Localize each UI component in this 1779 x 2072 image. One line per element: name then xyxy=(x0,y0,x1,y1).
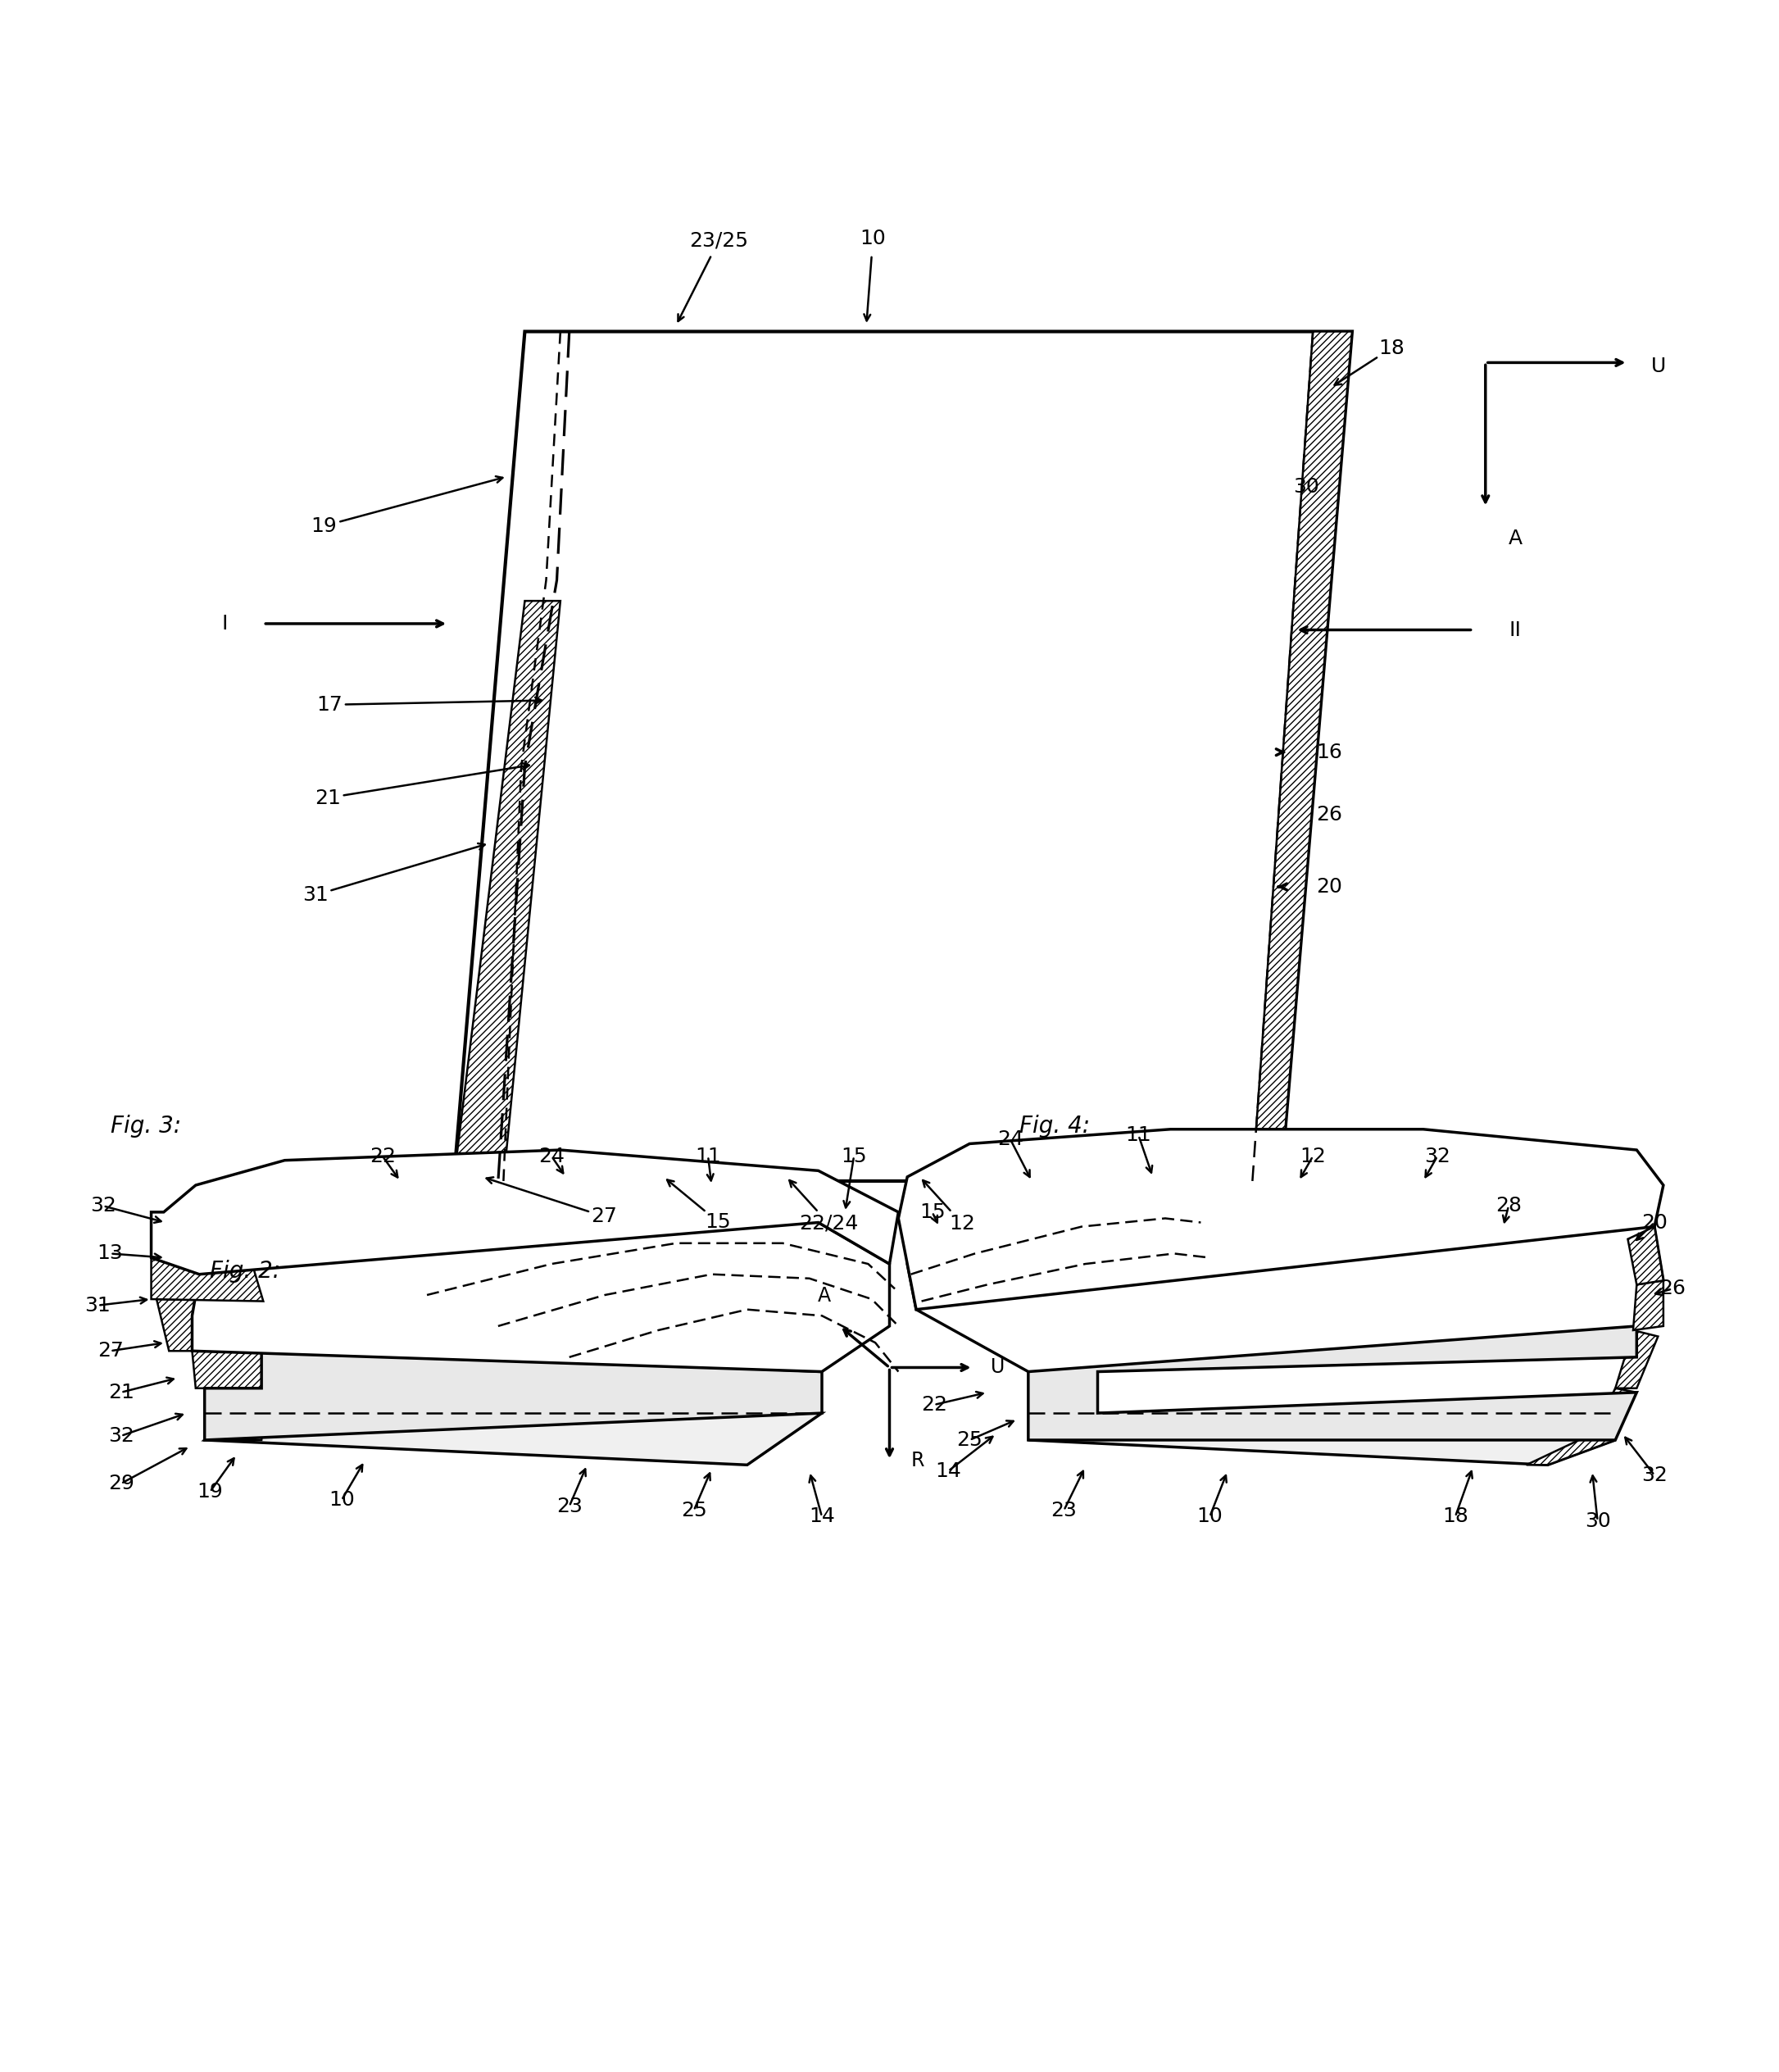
Text: 11: 11 xyxy=(1126,1125,1151,1146)
Text: 15: 15 xyxy=(704,1212,731,1231)
Text: 26: 26 xyxy=(1660,1278,1685,1299)
Text: 12: 12 xyxy=(948,1214,975,1233)
Polygon shape xyxy=(898,1129,1663,1310)
Polygon shape xyxy=(205,1347,822,1440)
Polygon shape xyxy=(1526,1434,1615,1465)
Polygon shape xyxy=(1028,1413,1615,1465)
Polygon shape xyxy=(151,1212,263,1301)
Polygon shape xyxy=(907,1171,1663,1372)
Polygon shape xyxy=(1028,1326,1637,1440)
Text: 29: 29 xyxy=(109,1473,133,1494)
Text: 32: 32 xyxy=(109,1426,133,1446)
Text: 25: 25 xyxy=(957,1430,982,1450)
Text: 21: 21 xyxy=(109,1382,133,1403)
Polygon shape xyxy=(1592,1388,1637,1434)
Text: I: I xyxy=(222,613,228,634)
Text: 18: 18 xyxy=(1379,338,1404,358)
Text: R: R xyxy=(911,1450,925,1471)
Polygon shape xyxy=(1615,1330,1658,1388)
Polygon shape xyxy=(192,1351,267,1388)
Polygon shape xyxy=(454,332,1352,1181)
Text: A: A xyxy=(818,1287,831,1305)
Text: 20: 20 xyxy=(1642,1212,1667,1233)
Text: 12: 12 xyxy=(1300,1146,1325,1167)
Text: 17: 17 xyxy=(317,694,342,715)
Text: 10: 10 xyxy=(859,228,886,249)
Polygon shape xyxy=(151,1150,898,1274)
Text: 32: 32 xyxy=(1642,1465,1667,1486)
Text: Fig. 3:: Fig. 3: xyxy=(110,1115,181,1138)
Text: 16: 16 xyxy=(1316,742,1343,762)
Text: 19: 19 xyxy=(197,1481,222,1502)
Text: A: A xyxy=(1509,528,1523,547)
Text: 31: 31 xyxy=(85,1295,110,1316)
Text: 22: 22 xyxy=(922,1394,946,1415)
Text: 27: 27 xyxy=(591,1206,617,1227)
Polygon shape xyxy=(454,601,560,1181)
Text: 23: 23 xyxy=(1051,1500,1076,1521)
Text: 32: 32 xyxy=(91,1196,116,1216)
Text: 23: 23 xyxy=(557,1496,582,1517)
Text: 22/24: 22/24 xyxy=(799,1214,857,1233)
Text: 11: 11 xyxy=(696,1146,720,1167)
Text: 15: 15 xyxy=(841,1146,866,1167)
Text: Fig. 2:: Fig. 2: xyxy=(210,1260,281,1283)
Polygon shape xyxy=(1252,332,1352,1181)
Text: 31: 31 xyxy=(302,885,329,905)
Polygon shape xyxy=(157,1299,263,1351)
Text: 14: 14 xyxy=(809,1506,834,1527)
Text: 18: 18 xyxy=(1443,1506,1468,1527)
Text: 20: 20 xyxy=(1316,876,1343,897)
Polygon shape xyxy=(192,1202,890,1372)
Text: 22: 22 xyxy=(370,1146,395,1167)
Text: Fig. 4:: Fig. 4: xyxy=(1019,1115,1091,1138)
Text: U: U xyxy=(991,1357,1005,1378)
Text: 14: 14 xyxy=(936,1461,961,1481)
Text: 21: 21 xyxy=(315,787,340,808)
Polygon shape xyxy=(205,1388,822,1465)
Text: 30: 30 xyxy=(1585,1510,1610,1531)
Text: 32: 32 xyxy=(1425,1146,1450,1167)
Text: 23/25: 23/25 xyxy=(688,230,749,251)
Polygon shape xyxy=(1628,1227,1663,1285)
Text: II: II xyxy=(1509,620,1521,640)
Text: 10: 10 xyxy=(1197,1506,1222,1527)
Text: 24: 24 xyxy=(998,1129,1023,1150)
Text: 25: 25 xyxy=(681,1500,706,1521)
Text: 24: 24 xyxy=(539,1146,564,1167)
Text: 13: 13 xyxy=(98,1243,123,1264)
Text: 10: 10 xyxy=(329,1490,354,1510)
Text: U: U xyxy=(1651,356,1665,377)
Text: 27: 27 xyxy=(98,1341,123,1361)
Text: 30: 30 xyxy=(1293,477,1318,497)
Text: 26: 26 xyxy=(1316,804,1343,825)
Text: 28: 28 xyxy=(1496,1196,1521,1216)
Polygon shape xyxy=(205,1388,267,1440)
Text: 19: 19 xyxy=(311,516,338,537)
Polygon shape xyxy=(1633,1280,1663,1330)
Text: 15: 15 xyxy=(920,1202,945,1222)
